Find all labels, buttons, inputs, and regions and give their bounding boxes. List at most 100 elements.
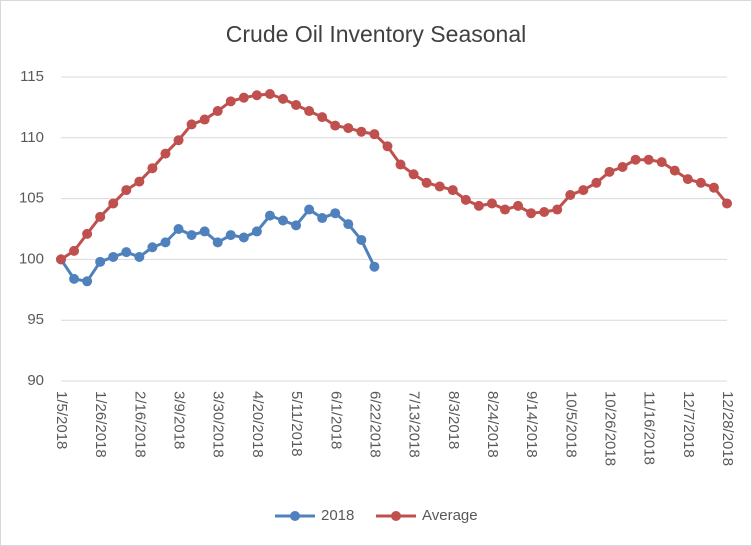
y-tick-label: 100 (19, 250, 44, 267)
data-point (369, 129, 380, 140)
data-point (669, 165, 680, 176)
data-point (134, 251, 145, 262)
data-point (343, 123, 354, 134)
data-point (304, 106, 315, 117)
data-point (291, 99, 302, 110)
data-point (69, 245, 80, 256)
data-point (330, 208, 341, 219)
data-point (212, 237, 223, 248)
data-point (565, 189, 576, 200)
data-point (212, 106, 223, 117)
x-tick-label: 11/16/2018 (641, 391, 658, 465)
x-tick-label: 10/26/2018 (602, 391, 619, 466)
legend-marker (391, 511, 401, 521)
data-point (604, 166, 615, 177)
data-point (108, 251, 119, 262)
data-point (186, 230, 197, 241)
data-point (225, 230, 236, 241)
x-tick-label: 9/14/2018 (523, 391, 540, 458)
data-point (382, 141, 393, 152)
data-point (695, 177, 706, 188)
data-point (356, 126, 367, 137)
x-tick-label: 8/3/2018 (445, 391, 462, 449)
x-tick-label: 7/13/2018 (406, 391, 423, 458)
legend-marker (290, 511, 300, 521)
x-tick-label: 1/5/2018 (53, 391, 70, 449)
data-point (330, 120, 341, 131)
data-point (82, 228, 93, 239)
data-point (591, 177, 602, 188)
x-tick-label: 1/26/2018 (92, 391, 109, 458)
data-point (395, 159, 406, 170)
x-tick-label: 12/28/2018 (719, 391, 736, 466)
data-point (147, 242, 158, 253)
data-point (291, 220, 302, 231)
data-point (56, 254, 66, 265)
data-point (643, 154, 654, 165)
data-point (486, 198, 497, 209)
data-point (134, 176, 145, 187)
data-point (225, 96, 236, 107)
data-point (173, 224, 184, 234)
series-line (60, 92, 729, 261)
x-tick-label: 4/20/2018 (249, 391, 266, 458)
data-point (369, 261, 380, 272)
data-point (82, 276, 93, 287)
data-point (356, 234, 367, 245)
data-point (343, 219, 354, 230)
data-point (173, 135, 184, 146)
data-point (95, 256, 106, 267)
chart-title: Crude Oil Inventory Seasonal (226, 21, 526, 47)
data-point (434, 181, 445, 192)
legend-label: 2018 (321, 507, 354, 524)
x-tick-label: 8/24/2018 (484, 391, 501, 458)
data-point (526, 208, 537, 219)
data-point (278, 215, 288, 226)
data-point (513, 200, 524, 211)
data-point (722, 198, 732, 209)
y-tick-label: 110 (20, 129, 44, 146)
data-point (69, 273, 80, 284)
data-point (238, 232, 249, 243)
data-point (447, 185, 458, 196)
data-point (500, 204, 510, 215)
data-point (408, 169, 419, 180)
x-tick-label: 3/9/2018 (171, 391, 188, 449)
data-point (460, 194, 471, 205)
y-tick-label: 90 (27, 372, 44, 389)
data-point (199, 226, 210, 237)
data-point (539, 206, 550, 217)
data-point (160, 148, 171, 159)
data-point (473, 200, 484, 211)
data-point (421, 177, 432, 188)
data-point (121, 185, 132, 196)
data-point (186, 119, 197, 130)
data-point (278, 93, 288, 104)
y-tick-label: 95 (27, 311, 44, 328)
data-point (238, 92, 249, 103)
data-point (147, 163, 158, 174)
data-point (95, 211, 106, 222)
data-point (199, 114, 210, 125)
data-point (552, 204, 563, 215)
data-point (317, 213, 328, 224)
data-point (317, 112, 328, 123)
x-tick-label: 10/5/2018 (562, 391, 579, 458)
data-point (617, 161, 628, 172)
legend-label: Average (422, 507, 478, 524)
data-point (630, 154, 641, 165)
x-tick-label: 12/7/2018 (680, 391, 697, 458)
data-point (121, 247, 132, 258)
y-tick-label: 115 (20, 68, 44, 85)
x-tick-label: 3/30/2018 (210, 391, 227, 458)
x-tick-label: 2/16/2018 (131, 391, 148, 458)
x-tick-label: 6/22/2018 (366, 391, 383, 458)
data-point (160, 237, 171, 248)
data-point (264, 89, 275, 100)
data-point (656, 157, 667, 168)
data-point (682, 174, 693, 185)
data-point (251, 90, 262, 101)
data-point (578, 185, 589, 196)
